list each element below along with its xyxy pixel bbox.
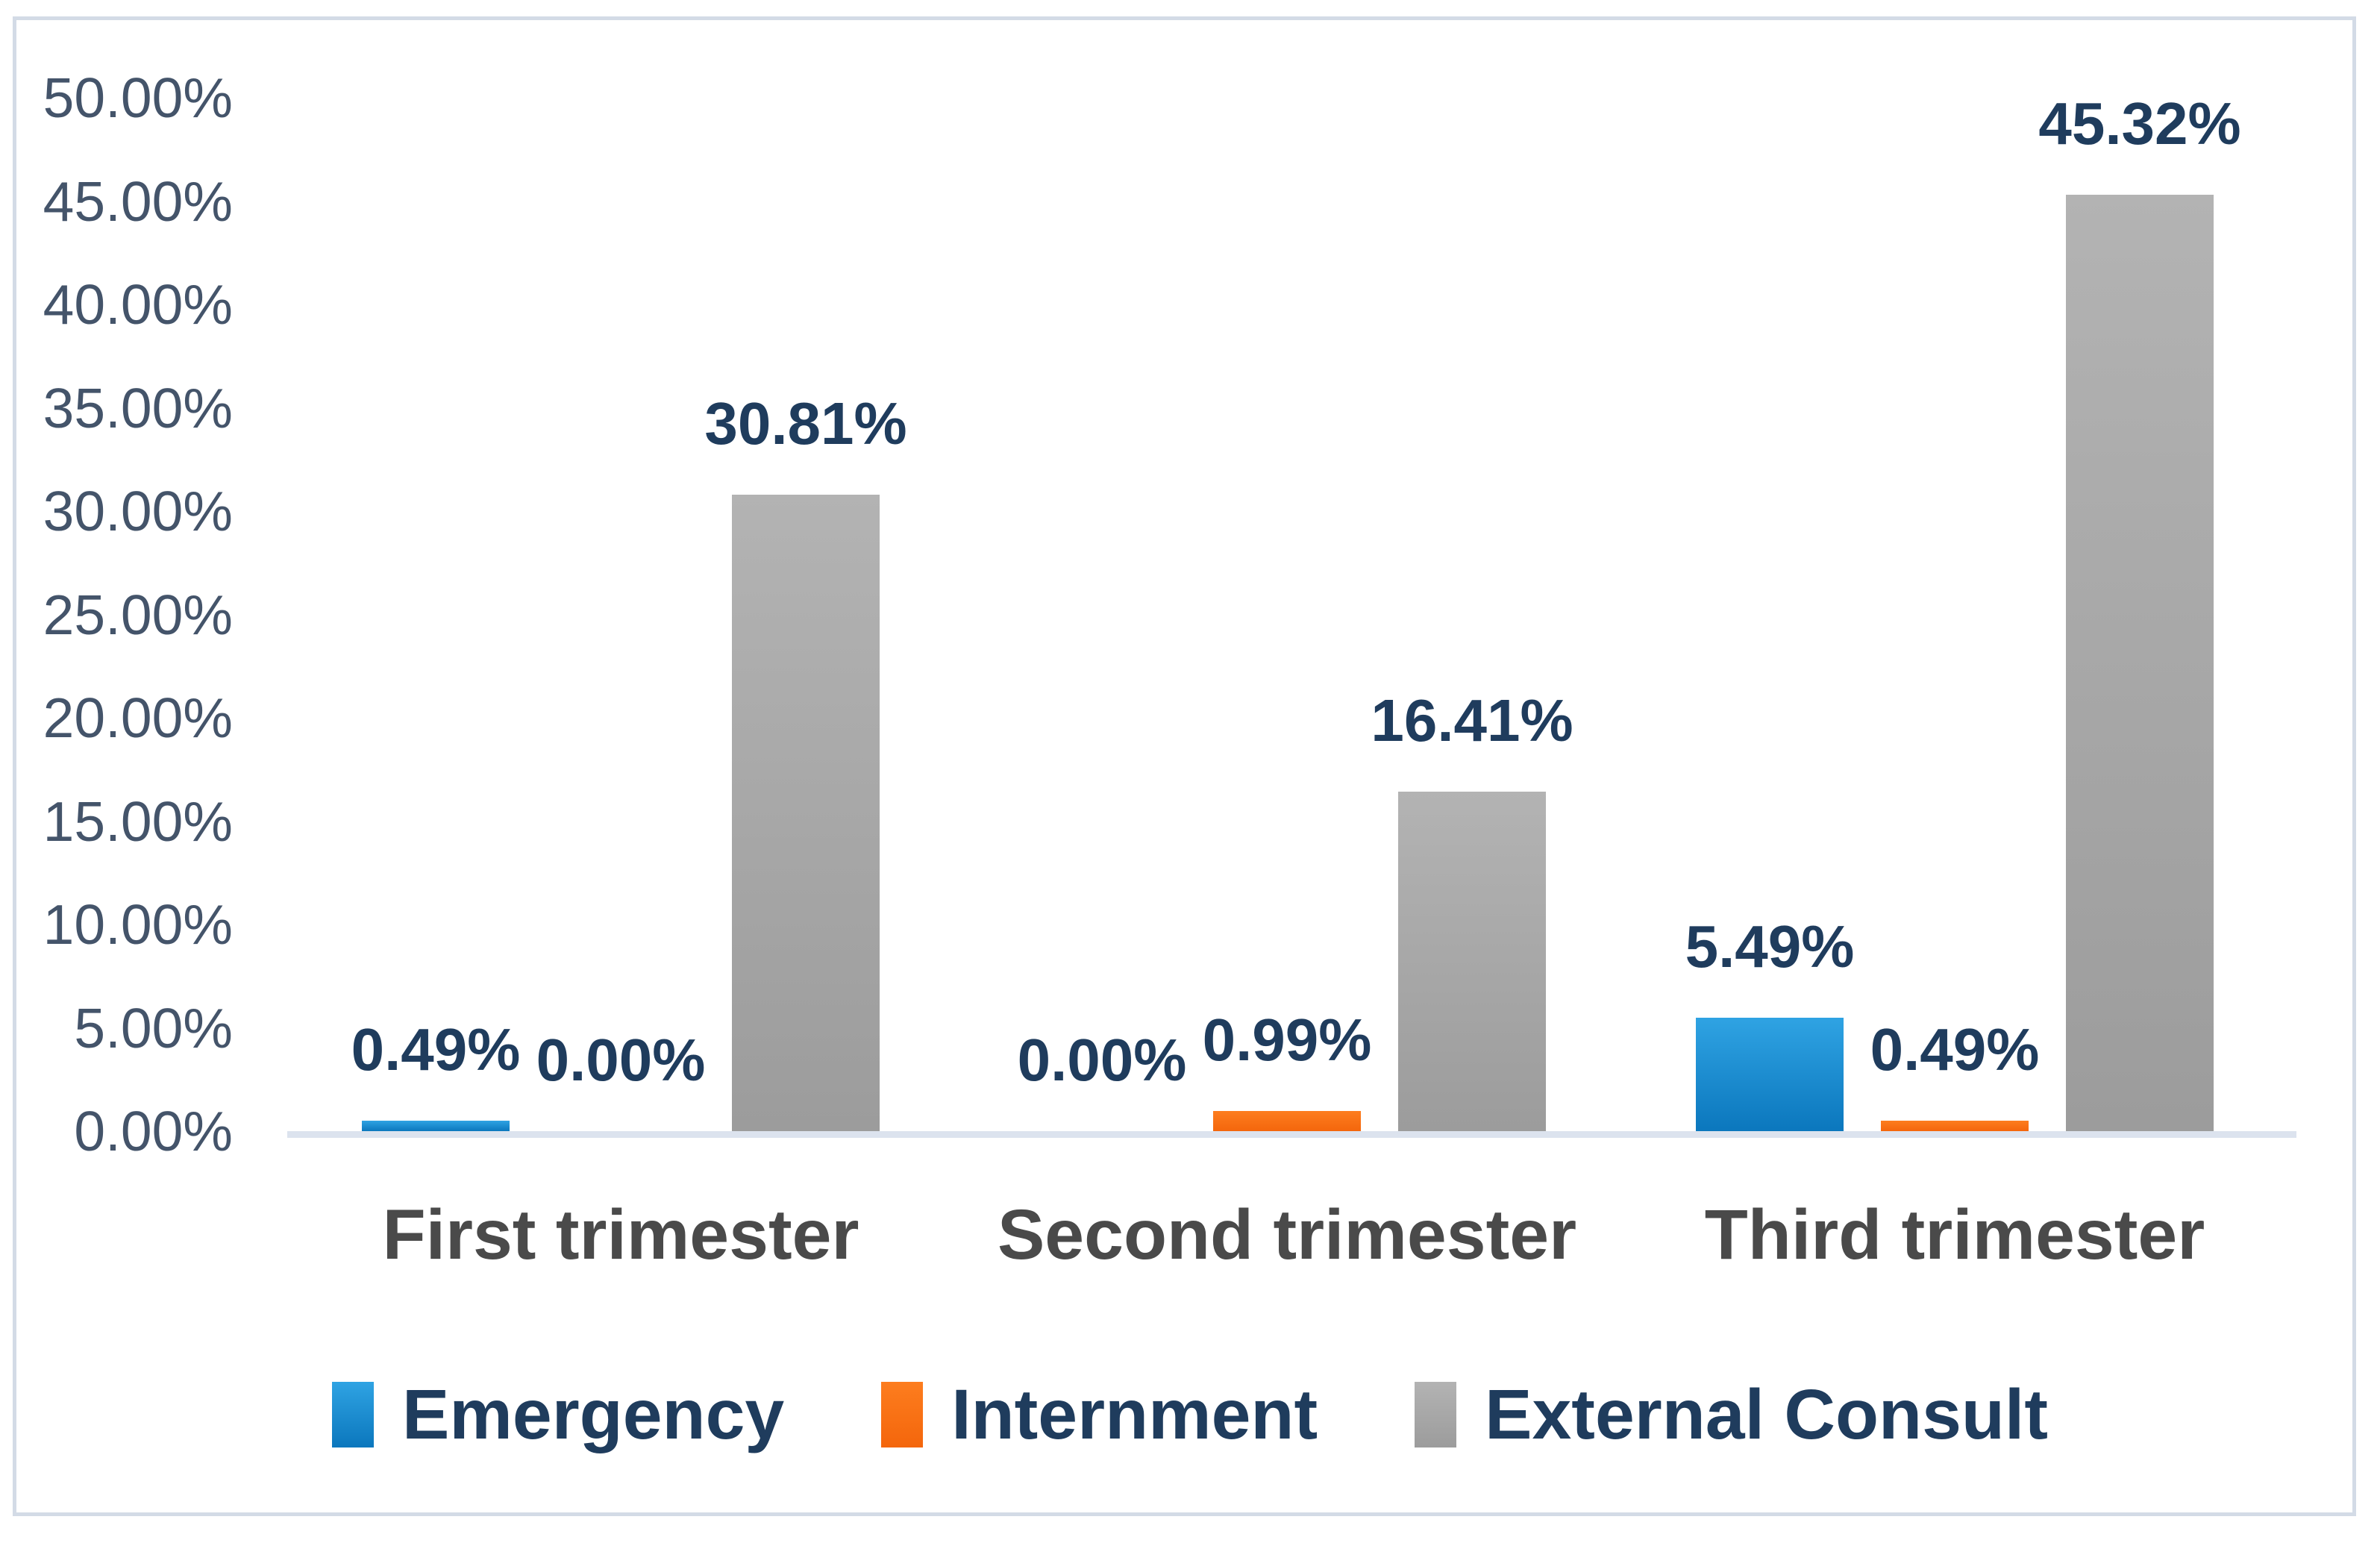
data-label: 0.49%: [351, 1016, 521, 1083]
data-label: 5.49%: [1685, 913, 1855, 980]
y-axis-tick-label: 15.00%: [43, 789, 233, 853]
y-axis-tick-label: 10.00%: [43, 893, 233, 956]
y-axis-tick-label: 20.00%: [43, 686, 233, 749]
bar-external-consult: [1398, 792, 1546, 1131]
y-axis-tick-label: 25.00%: [43, 583, 233, 646]
y-axis-tick-label: 45.00%: [43, 169, 233, 233]
category-label: First trimester: [382, 1195, 859, 1274]
legend-label: Internment: [951, 1374, 1318, 1454]
y-axis-tick-label: 0.00%: [74, 1100, 233, 1162]
legend-swatch-icon: [1415, 1382, 1457, 1447]
legend-item-emergency: Emergency: [332, 1374, 785, 1454]
bar-external-consult: [732, 495, 880, 1131]
category-label: Third trimester: [1704, 1195, 2205, 1274]
x-axis-line: [287, 1131, 2296, 1138]
data-label: 16.41%: [1371, 687, 1573, 754]
y-axis-tick-label: 40.00%: [43, 273, 233, 336]
legend-item-internment: Internment: [881, 1374, 1318, 1454]
legend: Emergency Internment External Consult: [0, 1371, 2380, 1458]
data-label: 30.81%: [704, 390, 907, 457]
data-label: 0.00%: [1017, 1027, 1187, 1093]
legend-label: External Consult: [1485, 1374, 2048, 1454]
y-axis-tick-label: 30.00%: [43, 480, 233, 542]
bar-internment: [1881, 1121, 2029, 1131]
bar-emergency: [1696, 1018, 1844, 1131]
data-label: 45.32%: [2038, 90, 2241, 157]
legend-label: Emergency: [402, 1374, 785, 1454]
bar-emergency: [362, 1121, 510, 1131]
y-axis-tick-label: 5.00%: [74, 996, 233, 1060]
bar-internment: [1213, 1111, 1361, 1131]
legend-item-external-consult: External Consult: [1415, 1374, 2048, 1454]
y-axis-tick-label: 35.00%: [43, 376, 233, 439]
legend-swatch-icon: [881, 1382, 924, 1447]
data-label: 0.99%: [1202, 1007, 1372, 1073]
chart-frame: [13, 16, 2356, 1516]
legend-swatch-icon: [332, 1382, 375, 1447]
category-label: Second trimester: [997, 1195, 1577, 1274]
data-label: 0.49%: [1870, 1016, 2040, 1083]
data-label: 0.00%: [536, 1027, 706, 1093]
bar-external-consult: [2066, 195, 2214, 1131]
y-axis-tick-label: 50.00%: [43, 66, 233, 129]
